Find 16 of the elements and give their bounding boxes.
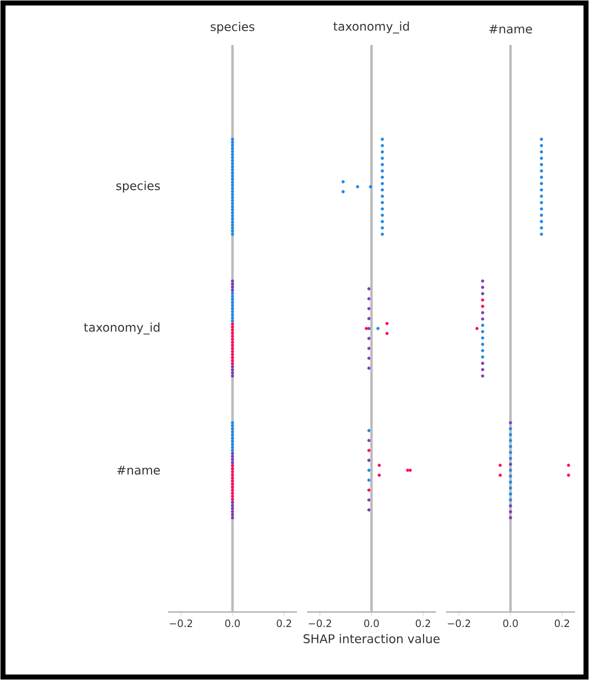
x-tick-label: 0.2 bbox=[416, 620, 430, 628]
x-tick-label: 0.0 bbox=[503, 620, 518, 628]
x-axis-title: SHAP interaction value bbox=[304, 634, 440, 644]
y-tick-label: #name bbox=[117, 466, 160, 475]
y-tick-label: taxonomy_id bbox=[84, 322, 160, 334]
x-tick-label: −0.2 bbox=[448, 620, 470, 628]
x-tick-label: 0.0 bbox=[225, 620, 240, 628]
x-tick-label: −0.2 bbox=[308, 620, 332, 628]
chart-title: species bbox=[210, 22, 254, 34]
x-tick-label: −0.2 bbox=[170, 620, 192, 628]
x-tick-label: 0.0 bbox=[364, 620, 379, 628]
x-tick-label: 0.2 bbox=[276, 620, 292, 628]
chart-title: taxonomy_id bbox=[333, 22, 409, 34]
chart-title: #name bbox=[489, 24, 532, 34]
x-tick-label: 0.2 bbox=[554, 620, 570, 628]
y-tick-label: species bbox=[116, 180, 160, 193]
